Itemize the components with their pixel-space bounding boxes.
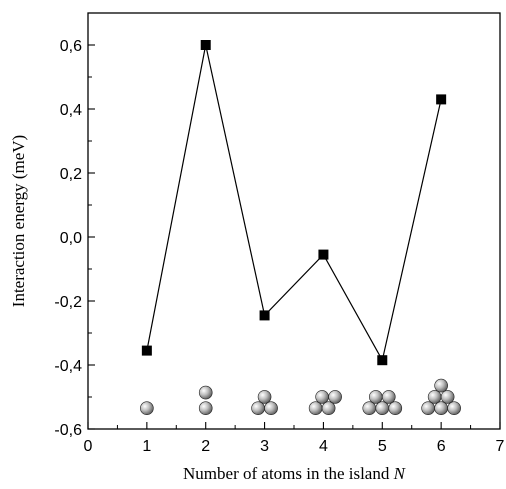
atom-icon: [362, 401, 377, 416]
x-tick-label: 3: [260, 438, 269, 455]
atom-icon: [198, 401, 213, 416]
x-tick-label: 2: [201, 438, 210, 455]
data-point-marker: [259, 310, 270, 321]
y-tick-label: -0,6: [54, 422, 82, 439]
series-line: [146, 44, 442, 362]
atom-icon: [251, 401, 265, 416]
atom-clusters-layer: [140, 378, 461, 416]
atom-icon: [321, 401, 336, 416]
atom-icon: [381, 390, 396, 404]
atom-icon: [434, 378, 448, 393]
data-point-marker: [200, 40, 211, 50]
atom-icon: [368, 390, 383, 404]
atom-icon: [427, 390, 442, 404]
atom-icon: [315, 390, 329, 404]
plot-frame: [87, 12, 501, 430]
x-axis-title-text: Number of atoms in the island: [183, 464, 390, 483]
atom-cluster-icon: [362, 390, 403, 416]
atom-icon: [440, 390, 455, 404]
atom-cluster-icon: [251, 390, 278, 416]
x-axis-title: Number of atoms in the island N: [183, 464, 407, 483]
x-tick-label: 1: [142, 438, 151, 455]
atom-icon: [388, 401, 403, 416]
x-axis-title-var: N: [393, 464, 407, 483]
x-tick-label: 5: [378, 438, 387, 455]
data-point-marker: [436, 94, 447, 105]
atom-icon: [140, 401, 154, 416]
markers-layer: [141, 40, 447, 366]
x-tick-label: 0: [84, 438, 93, 455]
atom-icon: [447, 401, 461, 416]
y-tick-label: -0,2: [54, 294, 82, 311]
y-tick-label: 0,0: [60, 230, 82, 247]
atom-icon: [198, 385, 213, 400]
atom-cluster-icon: [421, 378, 461, 416]
y-tick-label: -0,4: [54, 358, 82, 375]
y-tick-label: 0,6: [60, 38, 82, 55]
atom-icon: [257, 390, 272, 404]
x-tick-label: 7: [496, 438, 505, 455]
y-axis-title: Interaction energy (meV): [9, 135, 28, 307]
atom-icon: [264, 401, 278, 416]
atom-cluster-icon: [198, 385, 213, 416]
atom-cluster-icon: [140, 401, 154, 416]
ticks-layer: 0 1 2 3 4 5 6 7 -0,6 -0,4 -0,2 0,0 0,2 0,4 0,6: [54, 12, 505, 455]
atom-icon: [421, 401, 435, 416]
y-tick-label: 0,4: [60, 102, 82, 119]
y-tick-label: 0,2: [60, 166, 82, 183]
x-tick-label: 4: [319, 438, 328, 455]
atom-icon: [328, 390, 342, 404]
data-point-marker: [318, 249, 329, 260]
data-point-marker: [377, 355, 388, 366]
atom-icon: [308, 401, 323, 416]
x-tick-label: 6: [437, 438, 446, 455]
data-point-marker: [141, 345, 152, 356]
atom-icon: [375, 401, 390, 416]
atom-icon: [434, 401, 448, 416]
atom-cluster-icon: [308, 390, 342, 416]
